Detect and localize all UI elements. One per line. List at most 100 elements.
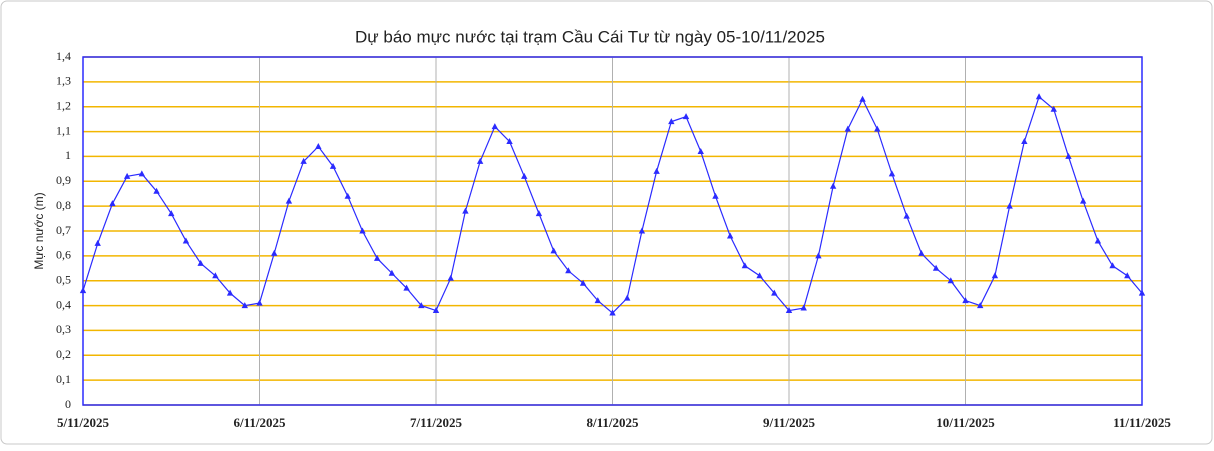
chart-title: Dự báo mực nước tại trạm Cầu Cái Tư từ n… <box>355 27 825 46</box>
point-marker <box>932 264 940 271</box>
point-marker <box>403 284 410 291</box>
point-marker <box>329 162 337 169</box>
point-marker <box>726 232 734 239</box>
point-marker <box>418 302 425 309</box>
point-marker <box>800 304 807 311</box>
y-tick-label: 1,4 <box>56 49 71 63</box>
point-marker <box>903 212 910 219</box>
point-marker <box>535 210 543 217</box>
point-marker <box>579 279 587 286</box>
y-tick-label: 0 <box>65 397 71 411</box>
point-marker <box>168 210 175 217</box>
point-marker <box>1035 93 1043 100</box>
point-marker <box>94 239 101 246</box>
y-tick-label: 0,7 <box>56 223 71 237</box>
y-tick-label: 0,2 <box>56 347 71 361</box>
point-marker <box>815 252 822 259</box>
point-marker <box>123 172 131 179</box>
point-marker <box>491 123 499 130</box>
point-marker <box>712 192 719 199</box>
point-marker <box>991 272 999 279</box>
point-marker <box>506 138 513 145</box>
point-marker <box>962 297 969 304</box>
point-marker <box>388 269 396 276</box>
point-marker <box>300 157 307 164</box>
point-marker <box>741 262 749 269</box>
x-tick-label: 8/11/2025 <box>586 415 639 430</box>
point-marker <box>918 249 925 256</box>
point-marker <box>521 172 528 179</box>
point-marker <box>697 147 704 154</box>
point-marker <box>462 207 469 214</box>
point-marker <box>682 113 690 120</box>
point-marker <box>594 297 601 304</box>
point-marker <box>668 118 675 125</box>
point-marker <box>271 249 278 256</box>
y-tick-label: 0,6 <box>56 248 71 262</box>
point-marker <box>977 302 984 309</box>
point-marker <box>359 227 366 234</box>
point-marker <box>829 182 837 189</box>
x-tick-label: 10/11/2025 <box>936 415 995 430</box>
point-marker <box>1124 272 1131 279</box>
y-tick-label: 0,9 <box>56 173 71 187</box>
plot-frame <box>82 56 1143 406</box>
point-marker <box>109 200 116 207</box>
point-marker <box>153 187 160 194</box>
x-tick-label: 7/11/2025 <box>410 415 463 430</box>
point-marker <box>1006 202 1013 209</box>
y-tick-label: 0,8 <box>56 198 71 212</box>
x-tick-label: 9/11/2025 <box>763 415 816 430</box>
point-marker <box>1021 138 1028 145</box>
point-marker <box>241 302 248 309</box>
y-tick-label: 0,1 <box>56 372 71 386</box>
point-marker <box>212 272 219 279</box>
point-marker <box>771 289 778 296</box>
x-tick-label: 11/11/2025 <box>1113 415 1171 430</box>
y-tick-label: 1,1 <box>56 123 71 137</box>
y-tick-label: 0,4 <box>56 297 71 311</box>
point-marker <box>550 247 557 254</box>
point-marker <box>79 287 87 294</box>
point-marker <box>1065 152 1072 159</box>
point-marker <box>1050 105 1057 112</box>
y-tick-label: 1,3 <box>56 74 71 88</box>
point-marker <box>1079 197 1087 204</box>
point-marker <box>609 309 616 316</box>
point-marker <box>197 259 204 266</box>
y-tick-label: 0,3 <box>56 322 71 336</box>
point-marker <box>624 294 631 301</box>
point-marker <box>859 95 866 102</box>
point-marker <box>653 167 660 174</box>
y-tick-label: 1,2 <box>56 98 71 112</box>
point-marker <box>638 227 646 234</box>
point-marker <box>344 192 351 199</box>
y-tick-label: 0,5 <box>56 272 71 286</box>
point-marker <box>565 267 572 274</box>
point-marker <box>947 277 954 284</box>
point-marker <box>888 170 896 177</box>
point-marker <box>1109 262 1116 269</box>
point-marker <box>256 299 263 306</box>
point-marker <box>447 274 454 281</box>
point-marker <box>874 125 881 132</box>
y-tick-label: 1 <box>65 148 71 162</box>
point-marker <box>138 170 146 177</box>
y-axis-label: Mực nước (m) <box>32 192 46 269</box>
point-marker <box>844 125 852 132</box>
point-marker <box>182 237 190 244</box>
point-marker <box>373 254 381 261</box>
point-marker <box>756 272 763 279</box>
point-marker <box>1094 237 1102 244</box>
point-marker <box>226 289 234 296</box>
x-tick-label: 6/11/2025 <box>233 415 286 430</box>
point-marker <box>432 307 440 314</box>
point-marker <box>1138 289 1146 296</box>
point-marker <box>785 307 793 314</box>
point-marker <box>285 197 293 204</box>
point-marker <box>315 142 322 149</box>
point-marker <box>476 157 484 164</box>
x-tick-label: 5/11/2025 <box>57 415 110 430</box>
